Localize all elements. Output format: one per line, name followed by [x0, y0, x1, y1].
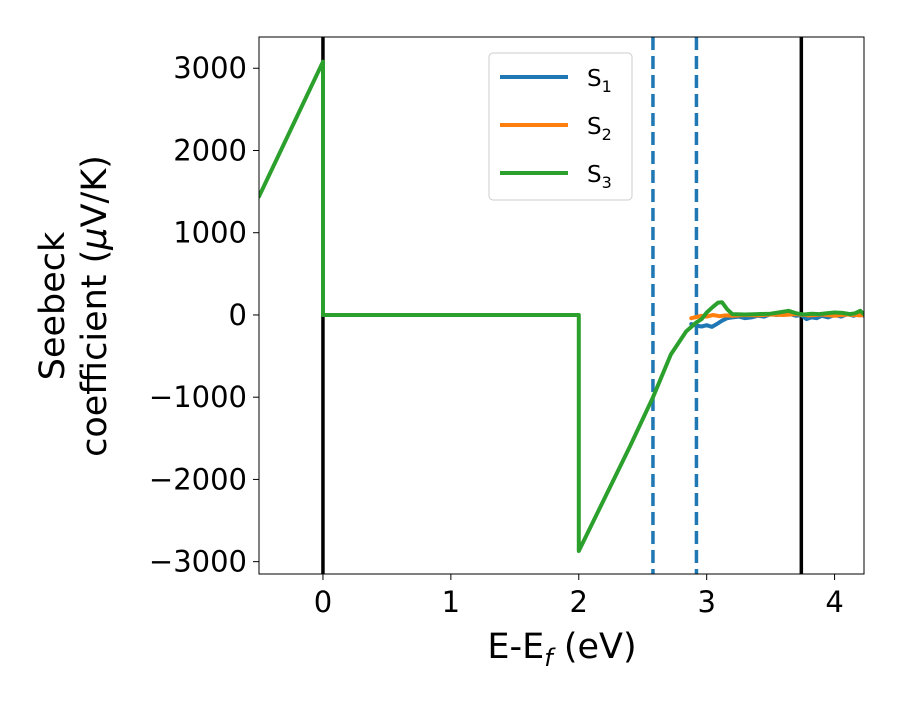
x-tick-label: 0 — [314, 585, 332, 619]
y-tick-label: −2000 — [149, 462, 247, 496]
x-tick-label: 2 — [570, 585, 588, 619]
x-tick-label: 1 — [442, 585, 460, 619]
y-tick-label: 3000 — [173, 51, 247, 85]
plot-frame — [258, 36, 865, 575]
y-tick-label: 0 — [229, 298, 247, 332]
y-axis-title: Seebeckcoefficient (μV/K) — [33, 155, 115, 457]
x-tick-label: 3 — [697, 585, 715, 619]
x-axis-title: E-Ef (eV) — [487, 627, 636, 672]
y-tick-label: −3000 — [149, 545, 247, 579]
legend-label-s1: S1 — [587, 66, 612, 96]
y-tick-label: 2000 — [173, 133, 247, 167]
series-line-s3 — [259, 59, 864, 553]
legend-label-s3: S3 — [587, 162, 612, 192]
x-tick-label: 4 — [825, 585, 843, 619]
legend-label-s2: S2 — [587, 114, 612, 144]
y-tick-label: 1000 — [173, 216, 247, 250]
legend: S1 S2 S3 — [488, 52, 633, 201]
y-tick-label: −1000 — [149, 380, 247, 414]
